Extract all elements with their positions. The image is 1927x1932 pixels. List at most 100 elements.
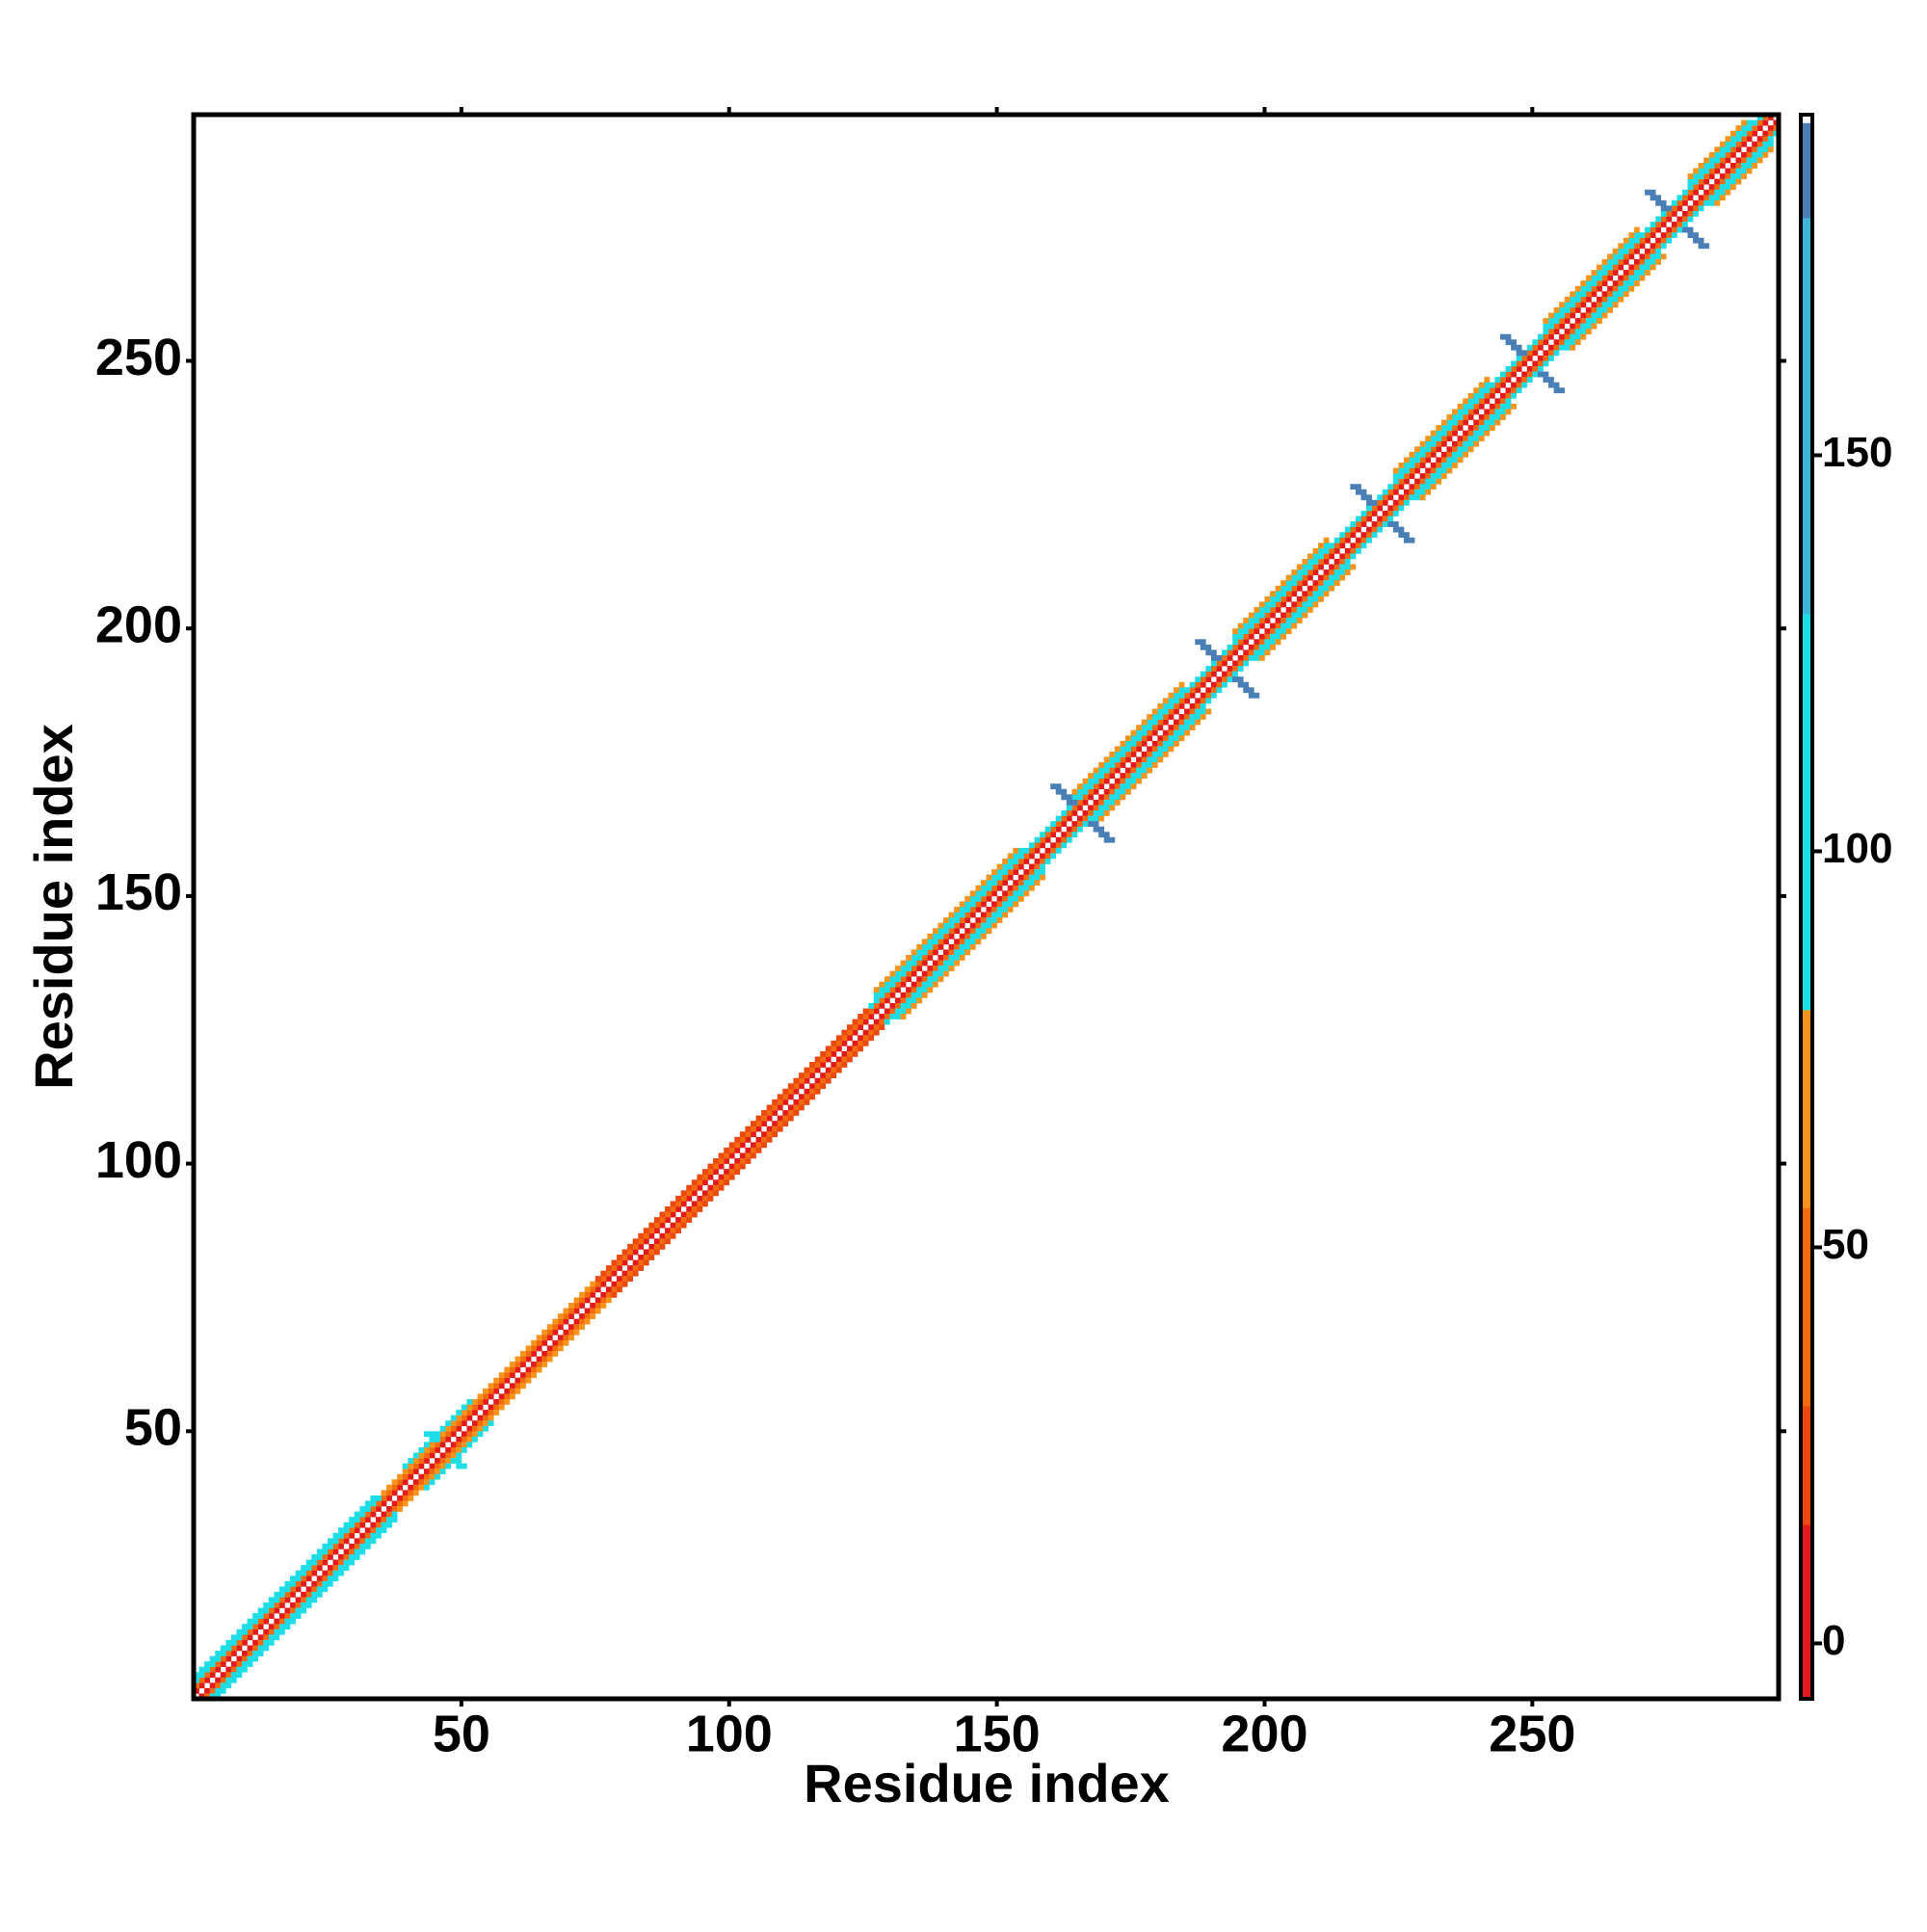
heatmap-cell (1387, 521, 1394, 527)
heatmap-cell (969, 928, 976, 935)
heatmap-cell (895, 1002, 901, 1009)
heatmap-cell (1478, 414, 1485, 420)
heatmap-cell (1719, 141, 1726, 147)
heatmap-cell (263, 1639, 270, 1646)
heatmap-cell (594, 1297, 601, 1304)
heatmap-cell (1591, 302, 1597, 308)
heatmap-cell (1088, 815, 1094, 822)
heatmap-cell (1023, 847, 1030, 854)
heatmap-cell (1002, 880, 1009, 887)
heatmap-cell (418, 1479, 425, 1486)
heatmap-cell (1505, 377, 1512, 384)
heatmap-cell (1174, 725, 1179, 731)
heatmap-cell (1136, 735, 1142, 742)
heatmap-cell (1377, 499, 1384, 506)
heatmap-cell (1371, 521, 1378, 527)
heatmap-cell (1136, 773, 1142, 780)
heatmap-cell (1178, 719, 1185, 726)
heatmap-cell (477, 1393, 484, 1400)
heatmap-cell (1564, 329, 1571, 335)
heatmap-cell (1597, 280, 1602, 287)
heatmap-cell (220, 1672, 226, 1679)
heatmap-cell (1574, 306, 1581, 313)
heatmap-cell (1002, 901, 1009, 908)
heatmap-cell (643, 1232, 649, 1239)
heatmap-cell (1254, 622, 1260, 629)
heatmap-cell (611, 1259, 618, 1266)
heatmap-cell (1120, 740, 1126, 747)
heatmap-cell (435, 1458, 440, 1464)
heatmap-cell (1580, 312, 1587, 319)
heatmap-cell (680, 1195, 687, 1202)
heatmap-cell (1002, 869, 1009, 875)
heatmap-cell (1767, 136, 1774, 143)
heatmap-cell (1044, 836, 1051, 843)
heatmap-cell (1285, 612, 1292, 619)
heatmap-cell (1537, 339, 1544, 346)
heatmap-cell (359, 1517, 366, 1523)
heatmap-cell (1746, 119, 1753, 126)
heatmap-cell (889, 970, 896, 977)
heatmap-cell (429, 1442, 436, 1448)
heatmap-cell (1093, 767, 1099, 774)
heatmap-cell (429, 1479, 436, 1486)
heatmap-cell (198, 1682, 205, 1689)
heatmap-cell (868, 1008, 875, 1015)
heatmap-cell (1082, 810, 1089, 816)
heatmap-cell (242, 1661, 248, 1667)
heatmap-cell (964, 907, 971, 913)
heatmap-cell (1511, 382, 1517, 388)
heatmap-cell (1210, 654, 1217, 661)
heatmap-cell (1735, 168, 1742, 174)
x-tick-label: 50 (433, 1705, 490, 1762)
heatmap-cell (873, 992, 880, 998)
heatmap-cell (916, 981, 923, 988)
heatmap-cell (1574, 333, 1581, 340)
heatmap-cell (728, 1142, 735, 1149)
heatmap-cell (1392, 499, 1399, 506)
heatmap-cell (670, 1201, 676, 1207)
heatmap-cell (1098, 815, 1105, 822)
heatmap-cell (1628, 232, 1635, 239)
heatmap-cell (1055, 821, 1062, 827)
heatmap-cell (1237, 639, 1244, 646)
heatmap-cell (605, 1265, 612, 1271)
heatmap-cell (445, 1458, 452, 1464)
heatmap-cell (209, 1687, 216, 1694)
heatmap-cell (1124, 756, 1131, 763)
heatmap-cell (820, 1062, 827, 1068)
heatmap-cell (1521, 382, 1528, 388)
heatmap-cell (204, 1661, 210, 1667)
heatmap-cell (707, 1163, 714, 1170)
heatmap-cell (1457, 457, 1464, 463)
heatmap-cell (766, 1136, 773, 1143)
heatmap-cell (1473, 436, 1480, 442)
heatmap-cell (1387, 484, 1394, 490)
heatmap-cell (1756, 157, 1763, 164)
heatmap-cell (236, 1661, 243, 1667)
heatmap-cell (1088, 794, 1094, 801)
heatmap-cell (1698, 237, 1704, 244)
heatmap-cell (1205, 649, 1212, 656)
heatmap-cell (301, 1602, 307, 1608)
heatmap-cell (364, 1500, 371, 1507)
heatmap-cell (316, 1575, 323, 1582)
heatmap-cell (1307, 574, 1313, 581)
heatmap-cell (1741, 136, 1747, 143)
heatmap-cell (611, 1281, 618, 1287)
heatmap-cell (1184, 729, 1190, 736)
heatmap-cell (311, 1559, 318, 1566)
heatmap-cell (1741, 157, 1747, 164)
heatmap-cell (338, 1532, 344, 1539)
heatmap-cell (798, 1104, 805, 1111)
heatmap-cell (381, 1495, 387, 1501)
heatmap-cell (1425, 440, 1432, 447)
heatmap-cell (835, 1045, 842, 1052)
heatmap-cell (456, 1436, 462, 1442)
heatmap-cell (1264, 649, 1271, 656)
heatmap-cell (1767, 141, 1774, 147)
heatmap-cell (1264, 595, 1271, 602)
heatmap-cell (536, 1356, 542, 1363)
heatmap-cell (215, 1651, 222, 1656)
heatmap-cell (948, 966, 955, 971)
